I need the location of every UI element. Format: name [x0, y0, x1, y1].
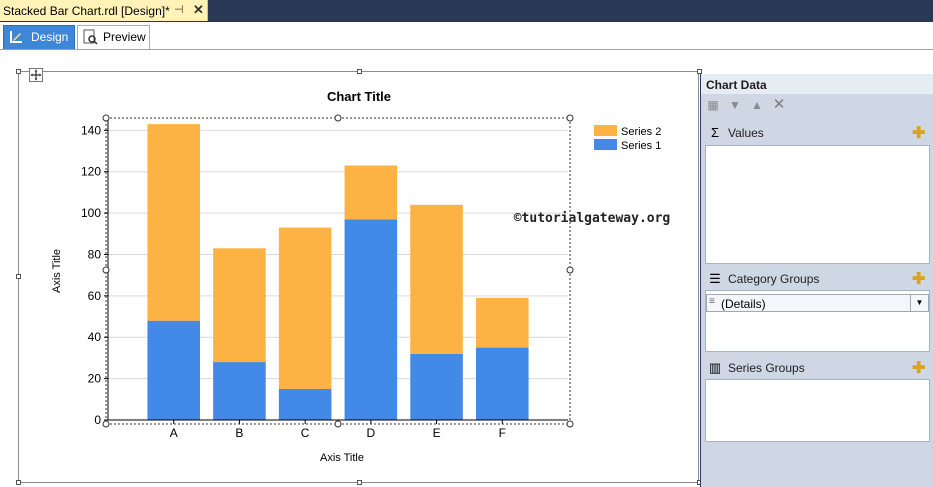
category-group-details[interactable]: ≡ (Details) ▼ [706, 294, 929, 312]
tab-preview[interactable]: Preview [77, 25, 150, 49]
selection-handle[interactable] [566, 114, 574, 122]
tab-preview-label: Preview [103, 30, 146, 44]
design-surface[interactable]: Chart Title Axis Title Axis Title 0 20 40 6… [0, 50, 702, 487]
stacked-bar-chart[interactable]: Chart Title Axis Title Axis Title 0 20 40 6… [0, 50, 700, 487]
chart-data-pane: Chart Data ▦ ▼ ▲ ✕ Σ Values ✚ ☰ Category… [700, 74, 933, 487]
preview-icon [83, 29, 98, 45]
bar-series-2-b[interactable] [213, 248, 266, 363]
selection-handle[interactable] [102, 420, 110, 428]
add-series-group-icon[interactable]: ✚ [912, 360, 926, 377]
y-tick-label: 0 [94, 413, 101, 427]
chart-area-selection[interactable] [102, 114, 574, 428]
chart-data-pane-header: Chart Data [701, 74, 933, 95]
category-groups-section: ☰ Category Groups ✚ [701, 269, 933, 289]
legend-label: Series 1 [621, 140, 661, 152]
body-handle[interactable] [16, 69, 21, 74]
move-up-icon[interactable]: ▲ [751, 98, 763, 112]
selection-handle[interactable] [334, 114, 342, 122]
y-tick-label: 80 [88, 247, 102, 261]
tab-design-label: Design [31, 30, 69, 44]
bar-series-2-e[interactable] [410, 204, 463, 354]
y-tick-label: 60 [88, 289, 102, 303]
legend-swatch [594, 139, 617, 150]
delete-icon[interactable]: ✕ [772, 96, 786, 113]
chart-data-toolbar: ▦ ▼ ▲ ✕ [701, 94, 933, 116]
body-handle[interactable] [357, 480, 362, 485]
legend-swatch [594, 125, 617, 136]
close-icon[interactable]: ✕ [193, 2, 204, 17]
y-tick-label: 20 [88, 372, 102, 386]
body-handle[interactable] [697, 69, 702, 74]
pin-icon[interactable]: ⊣ [174, 4, 184, 16]
body-handle[interactable] [357, 69, 362, 74]
series-groups-icon: ▥ [708, 360, 722, 375]
y-tick-label: 140 [81, 123, 101, 137]
document-tab-strip: Stacked Bar Chart.rdl [Design]* ⊣ ✕ [0, 0, 933, 22]
y-tick-label: 40 [88, 330, 102, 344]
tab-design[interactable]: Design [3, 25, 75, 49]
x-tick-label: D [367, 426, 376, 440]
properties-icon[interactable]: ▦ [707, 98, 719, 112]
bar-series-1-b[interactable] [213, 362, 266, 420]
chart-data-pane-title: Chart Data [706, 78, 767, 92]
move-down-icon[interactable]: ▼ [729, 98, 741, 112]
x-tick-label: F [499, 426, 506, 440]
bar-series-1-c[interactable] [278, 388, 332, 420]
category-groups-icon: ☰ [709, 271, 721, 286]
series-groups-label: Series Groups [728, 361, 805, 375]
body-handle[interactable] [16, 480, 21, 485]
category-group-value: (Details) [721, 297, 766, 311]
legend[interactable]: Series 2 Series 1 [594, 125, 661, 152]
values-drop-area[interactable] [705, 145, 930, 264]
grip-icon: ≡ [709, 296, 715, 307]
x-tick-label: E [433, 426, 441, 440]
move-icon[interactable] [29, 68, 43, 82]
sigma-icon: Σ [710, 125, 720, 140]
series-groups-section: ▥ Series Groups ✚ [701, 358, 933, 378]
bar-series-2-d[interactable] [344, 165, 398, 220]
document-tab[interactable]: Stacked Bar Chart.rdl [Design]* ⊣ ✕ [0, 0, 208, 21]
category-groups-label: Category Groups [728, 272, 820, 286]
y-tick-label: 120 [81, 165, 101, 179]
view-tabs: Design Preview [0, 22, 933, 50]
watermark-text: ©tutorialgateway.org [514, 211, 671, 226]
bar-series-1-d[interactable] [344, 219, 398, 420]
bar-series-1-f[interactable] [476, 347, 529, 420]
add-category-group-icon[interactable]: ✚ [912, 271, 926, 288]
y-tick-label: 100 [81, 206, 101, 220]
selection-handle[interactable] [334, 420, 342, 428]
selection-handle[interactable] [102, 114, 110, 122]
x-tick-label: C [301, 426, 310, 440]
bar-series-2-c[interactable] [278, 227, 332, 389]
x-tick-label: A [170, 426, 178, 440]
values-label: Values [728, 126, 764, 140]
x-axis-title[interactable]: Axis Title [320, 452, 364, 464]
body-handle[interactable] [16, 274, 21, 279]
chevron-down-icon[interactable]: ▼ [910, 295, 928, 311]
series-groups-drop-area[interactable] [705, 379, 930, 442]
axes: 0 20 40 60 80 100 120 140 A B C D E F [81, 120, 568, 440]
legend-label: Series 2 [621, 126, 661, 138]
chart-title[interactable]: Chart Title [327, 89, 391, 104]
bar-series-2-a[interactable] [147, 124, 200, 321]
design-icon [10, 31, 22, 43]
bars [147, 124, 529, 420]
values-section: Σ Values ✚ [701, 123, 933, 143]
y-axis-title[interactable]: Axis Title [51, 249, 63, 293]
document-tab-title: Stacked Bar Chart.rdl [Design]* [3, 4, 170, 18]
bar-series-1-a[interactable] [147, 320, 200, 420]
selection-handle[interactable] [102, 266, 110, 274]
bar-series-1-e[interactable] [410, 353, 463, 420]
selection-handle[interactable] [566, 266, 574, 274]
selection-handle[interactable] [566, 420, 574, 428]
bar-series-2-f[interactable] [476, 297, 529, 348]
add-value-icon[interactable]: ✚ [912, 125, 926, 142]
x-tick-label: B [235, 426, 243, 440]
